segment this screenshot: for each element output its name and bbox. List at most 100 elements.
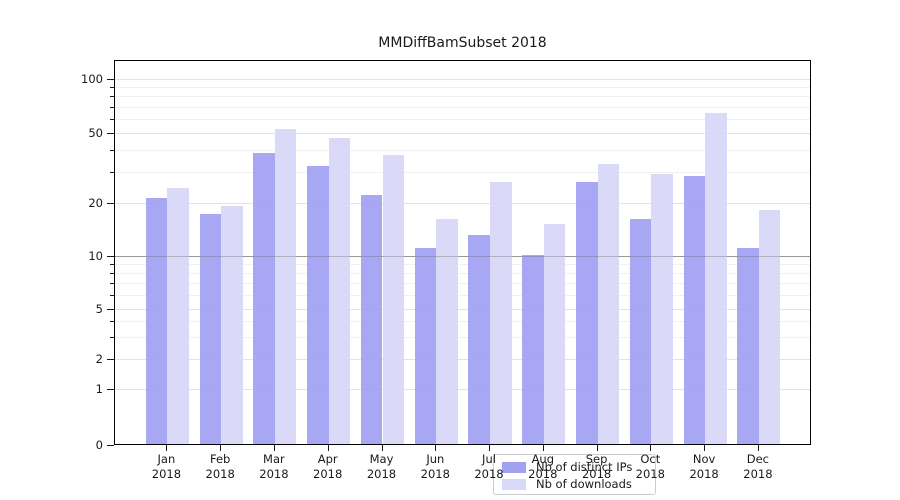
minor-gridline: [115, 294, 810, 296]
y-tick-mark: [107, 203, 114, 204]
major-gridline: [115, 256, 810, 257]
bar-downloads-may: [382, 155, 405, 444]
x-tick-mark: [327, 445, 329, 451]
y-minor-tick-mark: [110, 263, 114, 265]
chart-title: MMDiffBamSubset 2018: [378, 35, 547, 51]
y-minor-tick-mark: [110, 106, 114, 108]
y-tick-mark: [107, 389, 114, 390]
y-tick-mark: [107, 133, 114, 134]
bar-distinct-ips-may: [360, 194, 383, 444]
x-tick-mark: [757, 445, 759, 451]
bar-downloads-jul: [490, 182, 512, 444]
bar-distinct-ips-jan: [145, 198, 168, 444]
x-tick-label-may: May 2018: [366, 452, 397, 481]
x-tick-label-aug: Aug 2018: [528, 452, 558, 481]
major-gridline: [115, 308, 810, 310]
legend-item-downloads: Nb of downloads: [502, 477, 647, 492]
x-tick-mark: [596, 445, 598, 451]
x-tick-label-mar: Mar 2018: [259, 452, 289, 481]
y-minor-tick-mark: [110, 283, 114, 284]
minor-gridline: [115, 283, 810, 284]
x-tick-label-oct: Oct 2018: [635, 452, 665, 481]
x-tick-mark: [435, 445, 437, 451]
legend-label-downloads: Nb of downloads: [536, 477, 632, 491]
x-tick-mark: [489, 445, 490, 451]
legend-item-distinct-ips: Nb of distinct IPs: [502, 460, 647, 475]
bar-downloads-apr: [328, 138, 351, 444]
bar-distinct-ips-sep: [576, 182, 598, 444]
y-tick-label-5: 5: [95, 301, 103, 316]
y-minor-tick-mark: [110, 320, 114, 322]
y-tick-label-1: 1: [95, 382, 103, 396]
gridline-10-overlay: [115, 256, 810, 257]
y-minor-tick-mark: [110, 294, 114, 296]
x-tick-label-jun: Jun 2018: [420, 452, 450, 481]
x-tick-mark: [166, 445, 168, 451]
x-tick-label-jan: Jan 2018: [151, 452, 182, 481]
bar-distinct-ips-aug: [522, 255, 544, 444]
y-tick-mark: [107, 308, 114, 310]
legend-label-distinct-ips: Nb of distinct IPs: [536, 460, 633, 474]
x-tick-mark: [381, 445, 383, 451]
bar-downloads-jan: [167, 188, 189, 444]
y-tick-label-2: 2: [95, 352, 103, 366]
bar-distinct-ips-jul: [468, 234, 490, 444]
legend-swatch-distinct-ips: [502, 462, 526, 473]
x-tick-label-dec: Dec 2018: [743, 452, 773, 481]
bar-distinct-ips-dec: [737, 247, 759, 444]
bar-downloads-dec: [758, 210, 781, 444]
bar-downloads-sep: [597, 163, 620, 444]
y-minor-tick-mark: [110, 87, 114, 89]
bar-distinct-ips-feb: [199, 214, 222, 444]
y-minor-tick-mark: [110, 172, 114, 174]
bar-distinct-ips-nov: [683, 176, 706, 444]
y-minor-tick-mark: [110, 272, 114, 274]
minor-gridline: [115, 272, 810, 274]
y-tick-label-0: 0: [95, 438, 103, 452]
y-minor-tick-mark: [110, 336, 114, 338]
x-tick-mark: [273, 445, 275, 451]
major-gridline: [115, 389, 810, 390]
bar-downloads-jun: [436, 219, 458, 444]
major-gridline: [115, 133, 810, 134]
x-tick-mark: [542, 445, 544, 451]
minor-gridline: [115, 172, 810, 174]
y-tick-mark: [107, 445, 114, 446]
x-tick-label-apr: Apr 2018: [313, 452, 343, 481]
legend-swatch-downloads: [502, 479, 526, 490]
y-minor-tick-mark: [110, 150, 114, 152]
major-gridline: [115, 79, 810, 80]
y-tick-mark: [107, 256, 114, 257]
x-tick-label-nov: Nov 2018: [689, 452, 719, 481]
y-tick-label-10: 10: [88, 249, 103, 263]
plot-area: Nb of distinct IPs Nb of downloads: [114, 60, 811, 495]
bar-distinct-ips-apr: [307, 166, 329, 444]
bar-downloads-feb: [221, 205, 243, 444]
y-tick-label-50: 50: [88, 126, 103, 140]
bar-downloads-aug: [543, 224, 566, 444]
minor-gridline: [115, 118, 810, 120]
bar-distinct-ips-oct: [629, 219, 652, 444]
minor-gridline: [115, 87, 810, 89]
bar-downloads-oct: [651, 173, 673, 444]
major-gridline: [115, 359, 810, 360]
y-minor-tick-mark: [110, 118, 114, 120]
y-tick-mark: [107, 359, 114, 360]
x-tick-label-sep: Sep 2018: [581, 452, 612, 481]
x-tick-mark: [220, 445, 222, 451]
bar-distinct-ips-mar: [253, 153, 275, 444]
y-tick-label-100: 100: [81, 72, 103, 86]
x-tick-mark: [704, 445, 706, 451]
minor-gridline: [115, 96, 810, 98]
bar-downloads-nov: [705, 112, 727, 444]
bar-distinct-ips-jun: [414, 247, 437, 444]
minor-gridline: [115, 106, 810, 108]
x-tick-label-feb: Feb 2018: [205, 452, 235, 481]
y-tick-mark: [107, 79, 114, 80]
minor-gridline: [115, 336, 810, 338]
minor-gridline: [115, 263, 810, 265]
minor-gridline: [115, 320, 810, 322]
y-tick-label-20: 20: [88, 196, 103, 210]
x-tick-mark: [650, 445, 652, 451]
